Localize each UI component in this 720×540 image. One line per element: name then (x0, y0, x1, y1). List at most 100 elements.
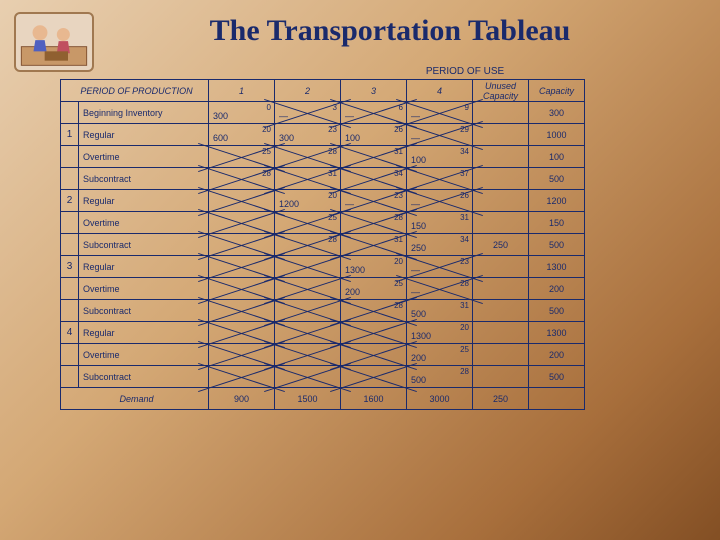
page-title: The Transportation Tableau (0, 0, 720, 48)
period-number (61, 234, 79, 256)
tableau-cell: 34100 (407, 146, 473, 168)
period-number (61, 278, 79, 300)
capacity-value: 500 (529, 366, 585, 388)
capacity-value: 100 (529, 146, 585, 168)
table-row: Overtime 25 200 28— 200 (61, 278, 585, 300)
demand-label: Demand (61, 388, 209, 410)
table-row: Subcontract28313437500 (61, 168, 585, 190)
cost-value: 23 (394, 191, 403, 200)
period-number (61, 366, 79, 388)
unused-value (473, 256, 529, 278)
cost-value: 28 (262, 169, 271, 178)
cost-value: 29 (460, 125, 469, 134)
period-number (61, 344, 79, 366)
cost-value: 20 (460, 323, 469, 332)
row-label: Subcontract (79, 168, 209, 190)
demand-cap (529, 388, 585, 410)
row-label: Regular (79, 124, 209, 146)
cost-value: 25 (328, 213, 337, 222)
row-label: Regular (79, 256, 209, 278)
allocation-value: 1300 (345, 265, 365, 275)
cost-value: 23 (328, 125, 337, 134)
capacity-value: 200 (529, 278, 585, 300)
allocation-value: 150 (411, 221, 426, 231)
demand-row: Demand 900 1500 1600 3000 250 (61, 388, 585, 410)
allocation-value: 300 (213, 111, 228, 121)
table-row: 4Regular2013001300 (61, 322, 585, 344)
cost-value: 25 (394, 279, 403, 288)
allocation-value: — (411, 287, 420, 297)
tableau-cell: 23— (341, 190, 407, 212)
cost-value: 20 (328, 191, 337, 200)
unused-value (473, 366, 529, 388)
tableau-cell: 29 — (407, 124, 473, 146)
tableau-cell: 23 — (407, 256, 473, 278)
table-row: 2Regular20120023—26—1200 (61, 190, 585, 212)
cost-value: 31 (394, 235, 403, 244)
cost-value: 26 (394, 125, 403, 134)
unused-value: 250 (473, 234, 529, 256)
cost-value: 28 (328, 147, 337, 156)
row-label: Regular (79, 322, 209, 344)
cost-value: 34 (394, 169, 403, 178)
cost-value: 26 (460, 191, 469, 200)
demand-unused: 250 (473, 388, 529, 410)
allocation-value: 200 (345, 287, 360, 297)
capacity-value: 1200 (529, 190, 585, 212)
allocation-value: 200 (411, 353, 426, 363)
capacity-value: 500 (529, 300, 585, 322)
allocation-value: 1200 (279, 199, 299, 209)
row-label: Overtime (79, 146, 209, 168)
table-row: Subcontract2831500500 (61, 300, 585, 322)
capacity-value: 300 (529, 102, 585, 124)
allocation-value: — (345, 111, 354, 121)
clipart-image (14, 12, 94, 72)
transportation-tableau: PERIOD OF PRODUCTION 1 2 3 4 Unused Capa… (60, 79, 585, 410)
tableau-cell: 31500 (407, 300, 473, 322)
tableau-cell: 28— (407, 278, 473, 300)
cost-value: 6 (399, 103, 403, 112)
cost-value: 0 (267, 103, 271, 112)
allocation-value: 300 (279, 133, 294, 143)
capacity-value: 150 (529, 212, 585, 234)
tableau-cell (209, 366, 275, 388)
capacity-value: 500 (529, 234, 585, 256)
table-row: Subcontract 28 500 500 (61, 366, 585, 388)
allocation-value: — (411, 265, 420, 275)
period-number (61, 212, 79, 234)
period-number (61, 300, 79, 322)
cost-value: 37 (460, 169, 469, 178)
cost-value: 31 (460, 213, 469, 222)
allocation-value: — (411, 133, 420, 143)
period-number (61, 168, 79, 190)
tableau-cell: 9— (407, 102, 473, 124)
cost-value: 28 (460, 367, 469, 376)
hdr-production: PERIOD OF PRODUCTION (61, 80, 209, 102)
row-label: Subcontract (79, 366, 209, 388)
cost-value: 23 (460, 257, 469, 266)
row-label: Overtime (79, 278, 209, 300)
tableau-cell: 28 (209, 168, 275, 190)
capacity-value: 1000 (529, 124, 585, 146)
tableau-cell: 0 300 (209, 102, 275, 124)
allocation-value: 250 (411, 243, 426, 253)
period-number: 4 (61, 322, 79, 344)
period-of-use-label: PERIOD OF USE (240, 66, 690, 77)
tableau-container: PERIOD OF USE PERIOD OF PRODUCTION 1 2 3… (60, 66, 690, 410)
cost-value: 31 (328, 169, 337, 178)
cost-value: 25 (460, 345, 469, 354)
allocation-value: 500 (411, 375, 426, 385)
allocation-value: 500 (411, 309, 426, 319)
capacity-value: 1300 (529, 256, 585, 278)
row-label: Beginning Inventory (79, 102, 209, 124)
unused-value (473, 344, 529, 366)
cost-value: 28 (394, 301, 403, 310)
hdr-capacity: Capacity (529, 80, 585, 102)
allocation-value: 100 (345, 133, 360, 143)
allocation-value: — (411, 199, 420, 209)
tableau-cell: 3— (275, 102, 341, 124)
period-number: 1 (61, 124, 79, 146)
tableau-cell (341, 366, 407, 388)
allocation-value: — (411, 111, 420, 121)
unused-value (473, 168, 529, 190)
